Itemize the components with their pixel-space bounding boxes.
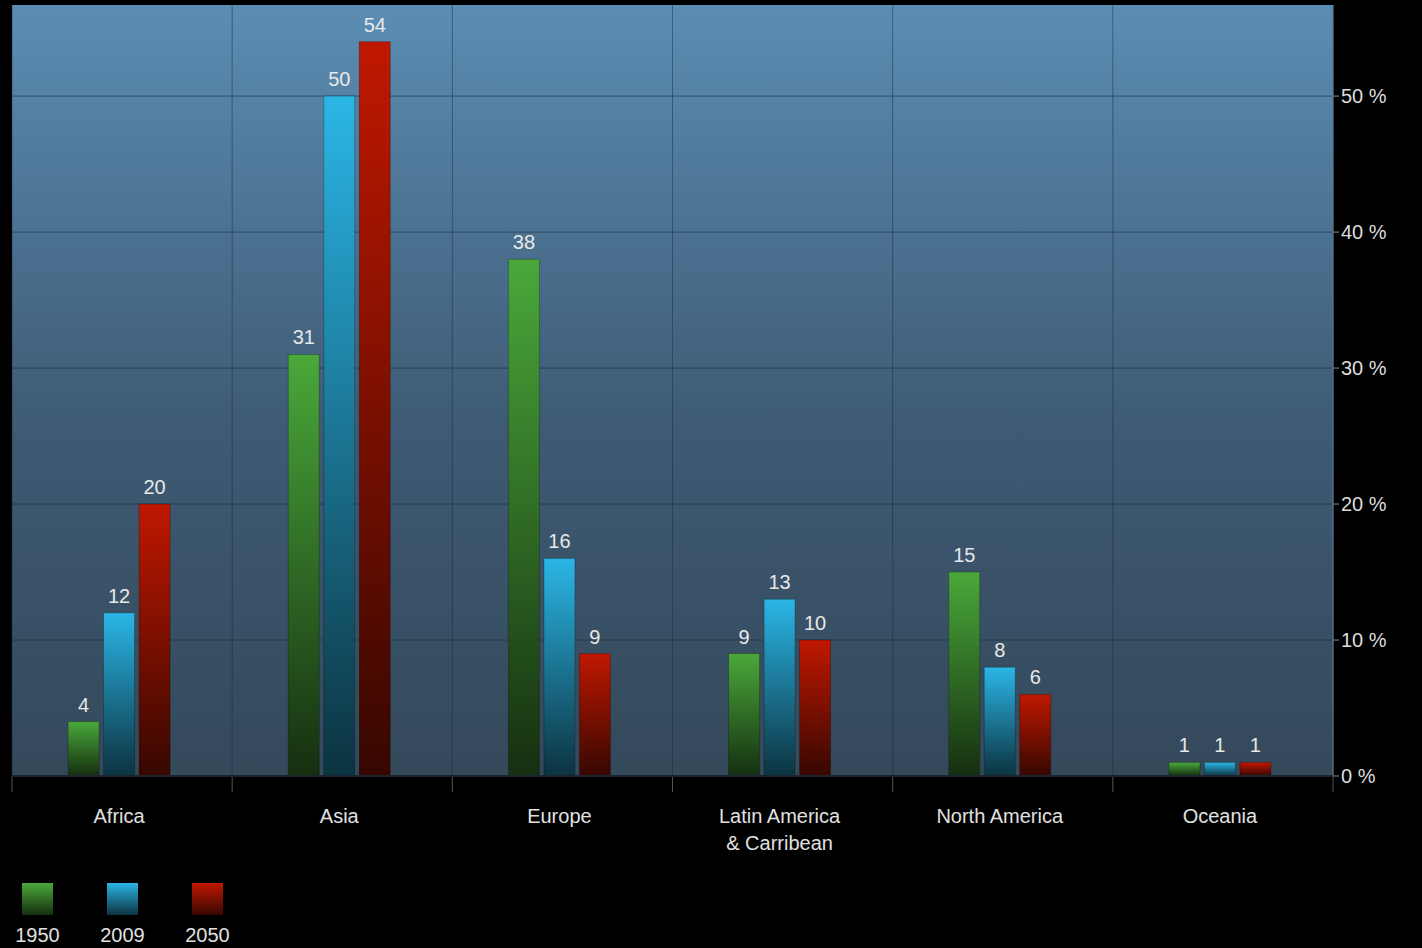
- data-label: 4: [78, 694, 89, 716]
- y-tick: [1333, 504, 1339, 505]
- y-tick: [1333, 776, 1339, 777]
- category-separator: [672, 5, 673, 776]
- category-label: Latin America & Carribean: [719, 805, 841, 854]
- data-label: 13: [768, 571, 790, 593]
- bar: [359, 42, 390, 776]
- y-tick: [1333, 640, 1339, 641]
- category-label-line: Asia: [320, 805, 360, 827]
- grid-line: [12, 96, 1333, 97]
- category-separator: [892, 5, 893, 776]
- bars: [68, 42, 1271, 776]
- bar: [544, 558, 575, 776]
- bar: [1204, 762, 1235, 776]
- category-separator: [1333, 5, 1334, 776]
- category-separator: [452, 5, 453, 776]
- category-label-line: Europe: [527, 805, 592, 827]
- data-labels: 4 31 38 9 15 1 12 50 16 13 8 1 20 54 9 10 6 1: [78, 14, 1261, 757]
- data-label: 50: [328, 68, 350, 90]
- category-separator: [232, 5, 233, 776]
- data-label: 16: [548, 530, 570, 552]
- x-axis-line: [12, 775, 1333, 777]
- bar: [984, 667, 1015, 776]
- bar: [1240, 762, 1271, 776]
- category-label: North America: [936, 805, 1064, 827]
- bar: [508, 259, 539, 776]
- category-label: Asia: [320, 805, 360, 827]
- category-separator: [12, 5, 13, 776]
- data-label: 9: [589, 626, 600, 648]
- bar: [68, 722, 99, 776]
- grid-line: [12, 776, 1333, 777]
- data-label: 1: [1214, 734, 1225, 756]
- bar: [1020, 694, 1051, 776]
- grid-line: [12, 640, 1333, 641]
- category-label: Africa: [94, 805, 146, 827]
- x-tick: [12, 776, 13, 792]
- legend-swatch: [22, 883, 53, 915]
- category-label-line: Oceania: [1183, 805, 1258, 827]
- y-tick-label: 30 %: [1341, 357, 1387, 379]
- data-label: 20: [143, 476, 165, 498]
- bar: [949, 572, 980, 776]
- data-label: 1: [1250, 734, 1261, 756]
- bar: [324, 96, 355, 776]
- legend-label: 2050: [185, 924, 230, 946]
- x-tick: [672, 776, 673, 792]
- legend-swatch: [192, 883, 223, 915]
- y-tick-label: 40 %: [1341, 221, 1387, 243]
- data-label: 10: [804, 612, 826, 634]
- y-tick: [1333, 232, 1339, 233]
- category-label-line: Africa: [94, 805, 146, 827]
- category-label-line: & Carribean: [726, 832, 833, 854]
- x-tick: [452, 776, 453, 792]
- legend-label: 2009: [100, 924, 145, 946]
- bar: [579, 654, 610, 776]
- plot-background: [12, 5, 1333, 776]
- bar: [729, 654, 760, 776]
- x-tick: [232, 776, 233, 792]
- data-label: 9: [739, 626, 750, 648]
- category-label: Europe: [527, 805, 592, 827]
- y-tick-label: 10 %: [1341, 629, 1387, 651]
- legend-swatch: [107, 883, 138, 915]
- grid-line: [12, 232, 1333, 233]
- category-label: Oceania: [1183, 805, 1258, 827]
- grid-line: [12, 504, 1333, 505]
- bar: [1169, 762, 1200, 776]
- category-label-line: Latin America: [719, 805, 841, 827]
- y-tick: [1333, 96, 1339, 97]
- data-label: 54: [364, 14, 386, 36]
- x-tick: [1333, 776, 1334, 792]
- data-label: 8: [994, 639, 1005, 661]
- data-label: 1: [1179, 734, 1190, 756]
- data-label: 12: [108, 585, 130, 607]
- x-tick: [1112, 776, 1113, 792]
- data-label: 15: [953, 544, 975, 566]
- bar: [800, 640, 831, 776]
- grid-line: [12, 368, 1333, 369]
- data-label: 38: [513, 231, 535, 253]
- x-tick: [892, 776, 893, 792]
- bar: [288, 354, 319, 776]
- legend-label: 1950: [15, 924, 60, 946]
- data-label: 31: [293, 326, 315, 348]
- bar: [104, 613, 135, 776]
- bar: [139, 504, 170, 776]
- y-tick: [1333, 368, 1339, 369]
- y-tick-label: 50 %: [1341, 85, 1387, 107]
- data-label: 6: [1030, 666, 1041, 688]
- chart: 0 %10 %20 %30 %40 %50 %43138915112501613…: [0, 0, 1422, 948]
- category-separator: [1112, 5, 1113, 776]
- bar: [764, 599, 795, 776]
- y-tick-label: 20 %: [1341, 493, 1387, 515]
- category-label-line: North America: [936, 805, 1064, 827]
- y-axis-line: [1333, 5, 1334, 776]
- y-tick-label: 0 %: [1341, 765, 1376, 787]
